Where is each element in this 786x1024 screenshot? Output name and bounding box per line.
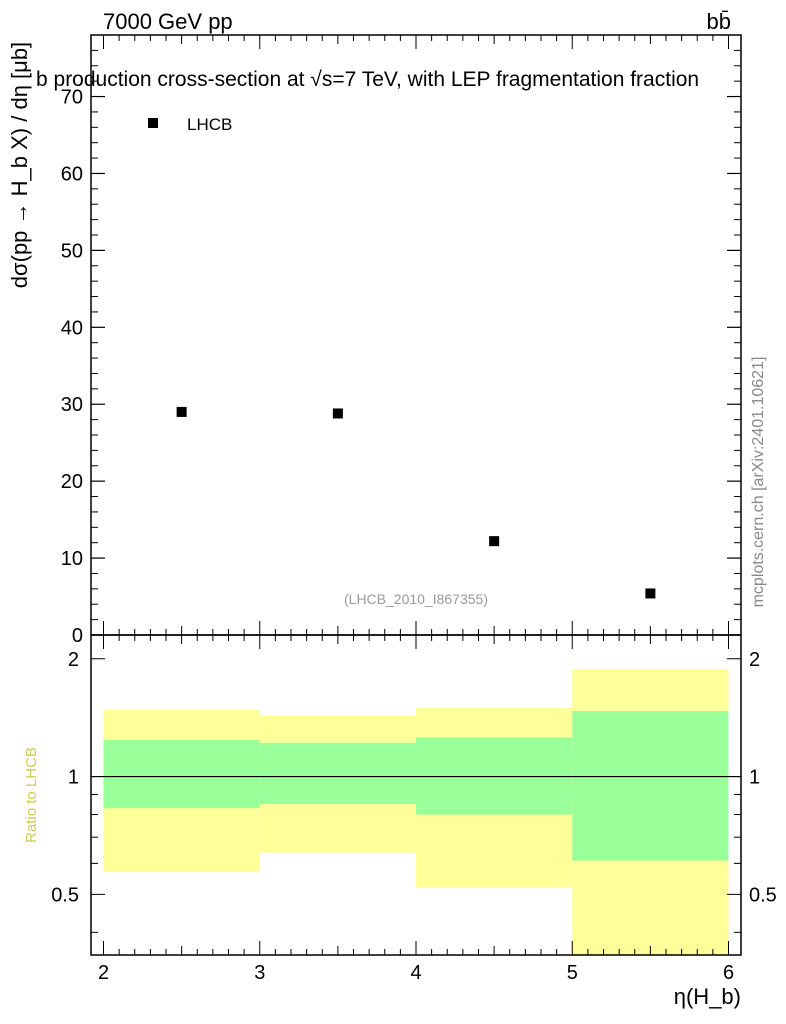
ratio-y-axis: 0.5 0.5 1 1 2 2 xyxy=(51,649,777,933)
plot-title: b production cross-section at √s=7 TeV, … xyxy=(36,68,699,91)
header-right-label: bb̄ xyxy=(707,9,731,34)
ratio-panel: 0.5 0.5 1 1 2 2 2 3 4 5 6 Ratio to LHCB η(H_b) xyxy=(23,634,777,1009)
x-tick-label: 6 xyxy=(723,962,734,984)
ratio-y-tick-label: 1 xyxy=(68,767,79,789)
header-left-label: 7000 GeV pp xyxy=(103,9,233,34)
y-tick-label: 50 xyxy=(61,240,83,262)
data-point xyxy=(489,536,500,547)
inner-band xyxy=(103,740,260,809)
ratio-y-tick-label: 0.5 xyxy=(51,884,79,906)
x-axis-label: η(H_b) xyxy=(674,984,741,1009)
y-tick-label: 20 xyxy=(61,471,83,493)
ratio-y-tick-label: 2 xyxy=(68,649,79,671)
legend-label-lhcb: LHCB xyxy=(187,115,232,134)
x-tick-label: 5 xyxy=(567,962,578,984)
y-tick-label: 30 xyxy=(61,394,83,416)
data-point xyxy=(332,408,343,419)
inner-band xyxy=(572,711,729,861)
legend-marker xyxy=(148,118,158,128)
inner-band xyxy=(416,737,573,815)
main-panel: 0 10 20 30 40 50 60 70 b production cross-secti… xyxy=(7,34,742,647)
ratio-y-tick-label: 0.5 xyxy=(749,884,777,906)
y-tick-label: 10 xyxy=(61,548,83,570)
inner-band xyxy=(259,742,416,805)
y-tick-label: 40 xyxy=(61,317,83,339)
y-tick-label: 70 xyxy=(61,87,83,109)
main-y-axis-label: dσ(pp → H_b X) / dη [μb] xyxy=(7,42,32,288)
y-tick-label: 60 xyxy=(61,163,83,185)
analysis-label: (LHCB_2010_I867355) xyxy=(344,591,488,607)
ratio-frame xyxy=(90,634,742,956)
ratio-y-axis-label: Ratio to LHCB xyxy=(23,747,40,843)
main-x-axis xyxy=(103,35,729,635)
ratio-y-tick-label: 2 xyxy=(749,649,760,671)
data-point xyxy=(176,406,187,417)
main-y-axis: 0 10 20 30 40 50 60 70 xyxy=(61,49,741,647)
ratio-y-tick-label: 1 xyxy=(749,767,760,789)
x-tick-label: 2 xyxy=(98,962,109,984)
x-tick-label: 3 xyxy=(254,962,265,984)
watermark: mcplots.cern.ch [arXiv:2401.10621] xyxy=(750,357,767,608)
x-tick-label: 4 xyxy=(410,962,421,984)
y-tick-label: 0 xyxy=(72,625,83,647)
ratio-bands xyxy=(103,669,729,955)
ratio-x-axis: 2 3 4 5 6 xyxy=(98,635,734,984)
data-point xyxy=(645,588,656,599)
data-points xyxy=(176,406,656,599)
